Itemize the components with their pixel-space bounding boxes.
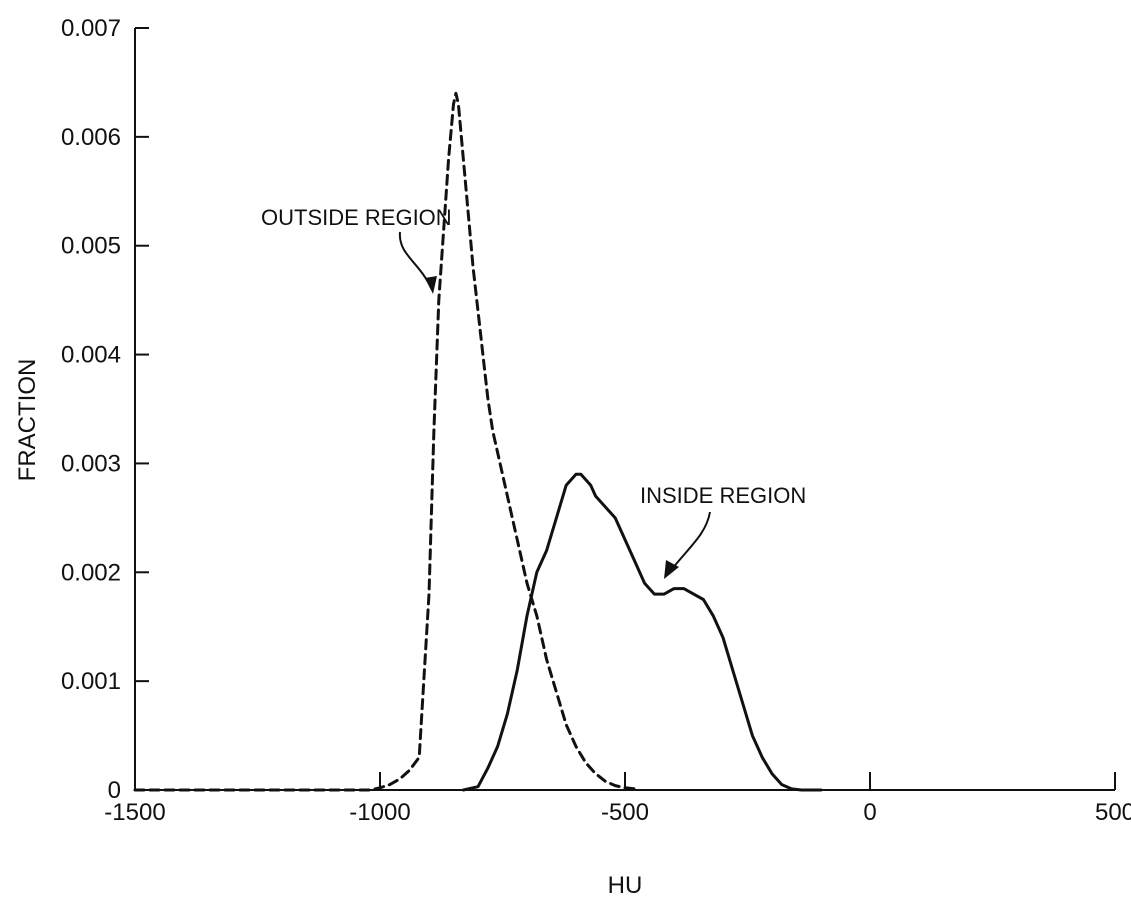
y-tick-label: 0.002	[61, 559, 121, 586]
series-layer	[133, 91, 823, 792]
series-line-outside-region	[133, 91, 642, 792]
y-tick-label: 0.003	[61, 450, 121, 477]
x-tick-label: -500	[601, 799, 649, 826]
annotation-outside-arrowhead	[425, 276, 437, 294]
y-tick-label: 0.004	[61, 342, 121, 369]
annotation-inside-region: INSIDE REGION	[640, 483, 806, 508]
y-axis-title: FRACTION	[14, 359, 41, 482]
x-tick-label: 0	[863, 799, 876, 826]
y-tick-label: 0.007	[61, 15, 121, 42]
annotations: OUTSIDE REGION INSIDE REGION	[261, 205, 806, 579]
x-tick-label: -1000	[349, 799, 410, 826]
annotation-inside-arrowhead	[664, 560, 679, 579]
y-tick-label: 0.005	[61, 233, 121, 260]
x-tick-label: 500	[1095, 799, 1131, 826]
axes	[134, 28, 1115, 791]
y-tick-label: 0.001	[61, 668, 121, 695]
series-line-inside-region	[461, 472, 823, 792]
y-tick-label: 0.006	[61, 124, 121, 151]
x-ticks: -1500 -1000 -500 0 500	[104, 772, 1131, 826]
x-tick-label: -1500	[104, 799, 165, 826]
annotation-outside-region: OUTSIDE REGION	[261, 205, 452, 230]
y-ticks: 0 0.001 0.002 0.003 0.004 0.005 0.006 0.007	[61, 15, 149, 804]
x-axis-title: HU	[608, 872, 643, 899]
y-tick-label: 0	[108, 777, 121, 804]
